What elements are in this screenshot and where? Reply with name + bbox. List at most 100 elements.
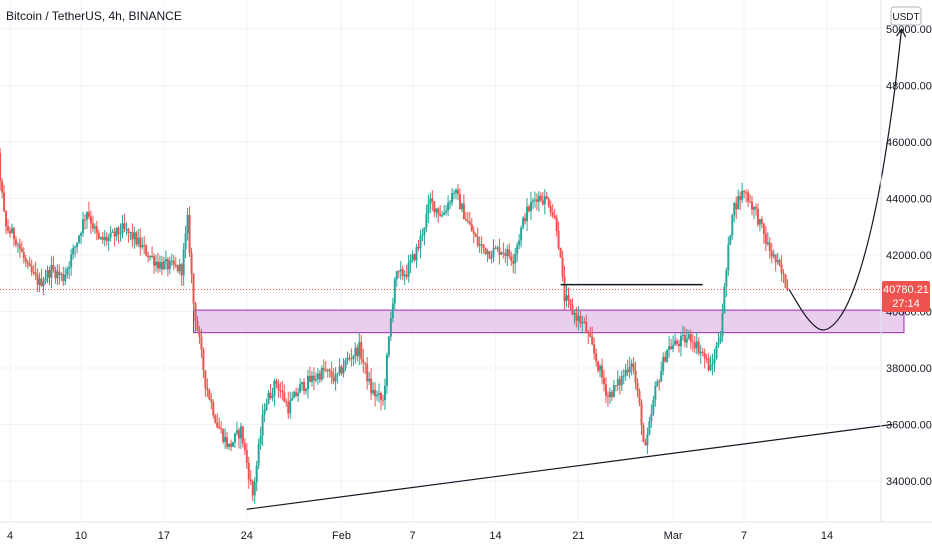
candle-body	[409, 260, 412, 263]
candle	[674, 333, 677, 346]
support-zone-rect[interactable]	[193, 309, 905, 334]
candle-body	[636, 382, 639, 392]
ascending-trendline[interactable]	[246, 423, 893, 510]
candle-body	[62, 273, 65, 282]
candle-body	[464, 219, 467, 221]
candle-body	[182, 249, 185, 276]
candle	[687, 330, 690, 341]
candle	[427, 194, 430, 224]
candle	[287, 391, 290, 419]
y-tick-label: 36000.00	[886, 420, 932, 432]
candle	[642, 422, 645, 443]
candle-body	[376, 394, 379, 397]
candle-body	[265, 403, 268, 410]
candle	[754, 203, 757, 216]
x-tick-label: 14	[489, 530, 501, 542]
candle-body	[474, 234, 477, 237]
candle	[751, 195, 754, 216]
candle-body	[747, 192, 750, 202]
last-price-tag-bg	[882, 281, 930, 312]
candle-body	[705, 358, 708, 360]
x-tick-label: 7	[741, 530, 747, 542]
candle-body	[668, 346, 671, 350]
candle-body	[44, 278, 47, 282]
candle-body	[239, 426, 242, 439]
currency-unit-button[interactable]: USDT	[890, 6, 922, 26]
candle-body	[38, 278, 41, 285]
candle-body	[220, 428, 223, 430]
candle	[614, 384, 617, 392]
candle-body	[194, 303, 197, 322]
candle-body	[245, 449, 248, 463]
candle	[760, 216, 763, 229]
candle-body	[277, 383, 280, 391]
candle	[650, 404, 653, 428]
support-zone[interactable]	[193, 309, 905, 334]
candle	[66, 266, 69, 279]
candle-body	[383, 385, 386, 401]
candle	[381, 394, 384, 406]
candle	[626, 359, 629, 377]
candle	[196, 316, 199, 332]
x-tick-label: 17	[158, 530, 170, 542]
candle-body	[184, 233, 187, 250]
candle-body	[397, 271, 400, 273]
candle-body	[210, 399, 213, 403]
candle	[393, 277, 396, 310]
candle	[149, 255, 152, 261]
candle-body	[502, 252, 505, 254]
candle	[204, 370, 207, 397]
candle	[89, 210, 92, 234]
time-axis[interactable]: 4 10 17 24 Feb 7 14 21 Mar 7 14	[7, 530, 833, 542]
candle-body	[618, 379, 621, 386]
candle	[535, 193, 538, 211]
candle	[531, 197, 534, 210]
currency-unit-label[interactable]: USDT	[892, 12, 919, 23]
drawing-layer[interactable]	[246, 27, 907, 510]
candle-body	[506, 249, 509, 256]
candle	[472, 225, 475, 244]
candle-body	[683, 335, 686, 343]
candle-body	[654, 386, 657, 401]
candle-body	[216, 422, 219, 428]
candle	[200, 328, 203, 358]
candlestick-series	[0, 148, 789, 505]
candle-body	[168, 260, 171, 270]
candle	[322, 359, 325, 379]
candle-body	[58, 271, 61, 275]
candle	[569, 299, 572, 310]
candle-body	[561, 257, 564, 277]
currency-unit-box[interactable]	[890, 6, 922, 26]
candle	[275, 378, 278, 389]
candle	[498, 238, 501, 265]
candle	[577, 305, 580, 331]
candle-body	[549, 206, 552, 213]
candle-body	[119, 233, 122, 235]
x-tick-label: 14	[821, 530, 833, 542]
x-tick-label: Feb	[332, 530, 351, 542]
candle-body	[403, 274, 406, 277]
candle	[48, 266, 51, 286]
candle	[101, 232, 104, 244]
candle-body	[482, 244, 485, 248]
symbol-title[interactable]: Bitcoin / TetherUS, 4h, BINANCE	[6, 9, 182, 23]
candle	[352, 354, 355, 367]
candle	[247, 456, 250, 489]
candle-body	[650, 414, 653, 422]
candle	[328, 368, 331, 378]
candle	[672, 335, 675, 353]
candle	[423, 227, 426, 246]
candle	[10, 223, 13, 234]
candle-body	[622, 375, 625, 377]
candle	[456, 184, 459, 200]
candle	[784, 274, 787, 289]
candle	[380, 391, 383, 411]
candle	[72, 244, 75, 260]
candle	[729, 234, 732, 246]
projection-curve[interactable]	[788, 28, 903, 331]
price-axis[interactable]: 34000.0036000.0038000.0040000.0042000.00…	[886, 24, 932, 488]
candle-body	[484, 247, 487, 255]
candle	[3, 185, 6, 213]
candle	[32, 264, 35, 276]
